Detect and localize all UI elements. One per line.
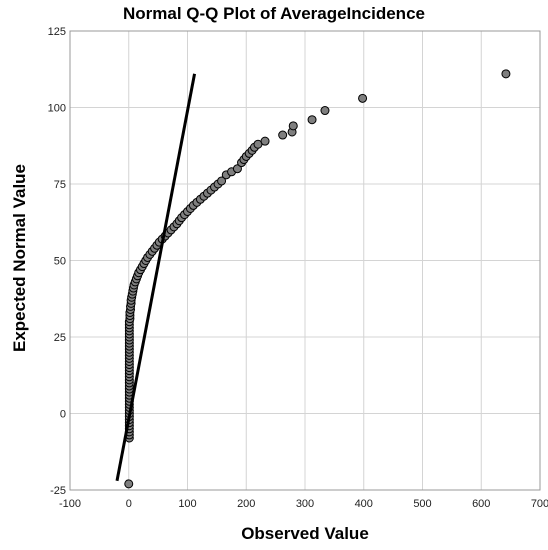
reference-line (115, 73, 197, 482)
y-tick-label: 100 (48, 103, 66, 115)
data-point (307, 115, 317, 125)
data-point (501, 69, 511, 79)
plot-frame (69, 30, 541, 491)
y-tick-label: 75 (54, 179, 66, 191)
y-tick-label: -25 (50, 485, 66, 497)
data-point (288, 121, 298, 131)
data-points (124, 69, 511, 489)
x-axis-label: Observed Value (241, 524, 369, 543)
data-point (358, 93, 368, 103)
x-tick-label: 700 (531, 498, 548, 510)
x-tick-label: 300 (296, 498, 314, 510)
data-point (217, 176, 227, 186)
x-tick-label: 500 (413, 498, 431, 510)
x-tick-label: 600 (472, 498, 490, 510)
y-tick-label: 25 (54, 332, 66, 344)
data-point (124, 479, 134, 489)
data-point (278, 130, 288, 140)
x-tick-labels: -100 0 100 200 300 400 500 600 700 (59, 498, 548, 510)
data-point (260, 136, 270, 146)
x-tick-label: 200 (237, 498, 255, 510)
x-tick-label: 400 (355, 498, 373, 510)
x-tick-label: 0 (126, 498, 132, 510)
y-tick-labels: -25 0 25 50 75 100 125 (48, 26, 66, 497)
data-point (320, 106, 330, 116)
y-tick-label: 50 (54, 256, 66, 268)
x-tick-label: 100 (178, 498, 196, 510)
data-point (232, 164, 242, 174)
chart-title: Normal Q-Q Plot of AverageIncidence (123, 4, 425, 23)
x-tick-label: -100 (59, 498, 81, 510)
y-tick-label: 0 (60, 409, 66, 421)
y-tick-label: 125 (48, 26, 66, 38)
